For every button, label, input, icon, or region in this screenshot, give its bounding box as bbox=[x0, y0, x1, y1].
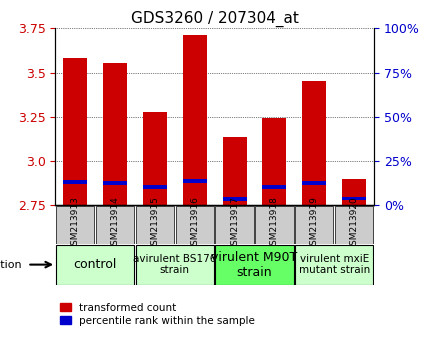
FancyBboxPatch shape bbox=[176, 206, 214, 244]
Bar bbox=[183, 35, 207, 205]
Text: virulent M90T
strain: virulent M90T strain bbox=[211, 251, 298, 279]
Bar bbox=[103, 181, 127, 185]
FancyBboxPatch shape bbox=[215, 245, 294, 285]
Bar bbox=[302, 181, 326, 185]
Bar bbox=[342, 179, 366, 205]
Bar bbox=[143, 113, 167, 205]
Bar bbox=[183, 179, 207, 183]
FancyBboxPatch shape bbox=[335, 206, 373, 244]
Bar bbox=[302, 81, 326, 205]
FancyBboxPatch shape bbox=[215, 206, 254, 244]
FancyBboxPatch shape bbox=[96, 206, 134, 244]
Bar bbox=[262, 118, 286, 205]
Text: GSM213913: GSM213913 bbox=[71, 196, 79, 251]
Bar bbox=[63, 58, 87, 205]
Text: GSM213915: GSM213915 bbox=[150, 196, 159, 251]
Bar bbox=[342, 197, 366, 200]
FancyBboxPatch shape bbox=[295, 206, 333, 244]
Text: infection: infection bbox=[0, 259, 21, 270]
FancyBboxPatch shape bbox=[136, 245, 214, 285]
Text: avirulent BS176
strain: avirulent BS176 strain bbox=[133, 254, 216, 275]
Bar bbox=[143, 185, 167, 188]
Text: GSM213917: GSM213917 bbox=[230, 196, 239, 251]
Text: control: control bbox=[74, 258, 117, 271]
Bar bbox=[262, 185, 286, 188]
Legend: transformed count, percentile rank within the sample: transformed count, percentile rank withi… bbox=[60, 303, 255, 326]
Text: GSM213916: GSM213916 bbox=[190, 196, 199, 251]
FancyBboxPatch shape bbox=[136, 206, 174, 244]
Text: virulent mxiE
mutant strain: virulent mxiE mutant strain bbox=[298, 254, 370, 275]
FancyBboxPatch shape bbox=[255, 206, 294, 244]
FancyBboxPatch shape bbox=[56, 245, 134, 285]
Bar bbox=[223, 137, 246, 205]
Text: GSM213914: GSM213914 bbox=[110, 196, 119, 251]
Bar bbox=[103, 63, 127, 205]
Text: GSM213919: GSM213919 bbox=[310, 196, 319, 251]
FancyBboxPatch shape bbox=[295, 245, 373, 285]
Title: GDS3260 / 207304_at: GDS3260 / 207304_at bbox=[130, 11, 298, 27]
Bar bbox=[223, 197, 246, 201]
FancyBboxPatch shape bbox=[56, 206, 94, 244]
Bar bbox=[63, 180, 87, 184]
Text: GSM213920: GSM213920 bbox=[350, 196, 359, 251]
Text: GSM213918: GSM213918 bbox=[270, 196, 279, 251]
